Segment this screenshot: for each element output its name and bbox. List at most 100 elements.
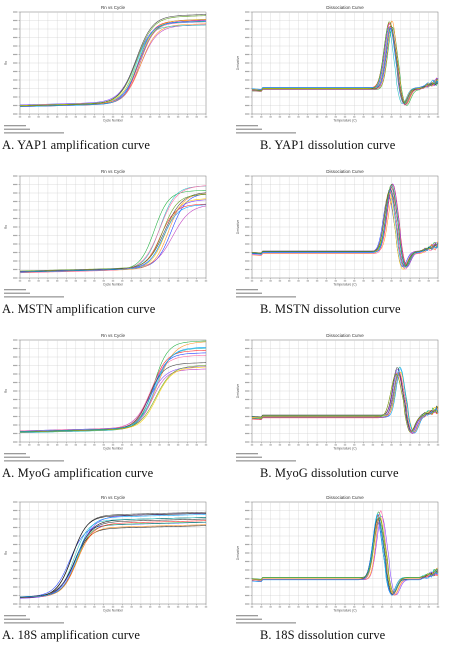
y-tick-label (13, 251, 18, 254)
plot-title: Dissociation Curve (326, 333, 364, 338)
amplification-plot: Rn vs Cycle Cycle Number Rn (4, 169, 208, 298)
y-tick-label (13, 390, 18, 392)
plot-title: Rn vs Cycle (101, 169, 126, 174)
x-tick-label (111, 116, 115, 118)
x-axis-label: Temperature (C) (333, 609, 356, 613)
y-tick-label (13, 45, 18, 47)
x-tick-label (83, 280, 87, 282)
x-tick-label (436, 116, 440, 118)
x-tick-label (18, 444, 22, 446)
x-tick-label (390, 444, 393, 446)
panel-yap1-amplification: Rn vs Cycle Cycle Number Rn A. YAP1 amplif… (2, 2, 217, 162)
plot-title: Dissociation Curve (326, 169, 364, 174)
x-tick-label (37, 280, 40, 282)
series-line (251, 517, 439, 593)
dissociation-plot: Dissociation Curve Temperature (C) Derivat… (236, 5, 440, 134)
y-tick-label (245, 11, 250, 13)
series-line (251, 366, 439, 432)
plot-title: Rn vs Cycle (101, 495, 126, 500)
y-tick-label (13, 243, 18, 245)
x-tick-label (362, 280, 365, 282)
x-tick-label (37, 444, 40, 446)
series-line (251, 184, 439, 268)
caption: A. MSTN amplification curve (2, 302, 156, 316)
x-tick-label (334, 280, 337, 282)
x-tick-label (269, 116, 272, 118)
info-text-line (236, 292, 262, 294)
x-tick-label (436, 606, 440, 608)
y-tick-label (13, 260, 18, 262)
series-line (19, 15, 207, 107)
x-tick-label (102, 444, 105, 446)
x-tick-label (167, 116, 170, 118)
y-tick-label (13, 268, 18, 271)
y-tick-label (13, 36, 18, 39)
x-tick-label (418, 280, 421, 282)
x-tick-label (325, 606, 328, 608)
x-tick-label (121, 116, 124, 118)
x-axis-label: Temperature (C) (333, 447, 356, 451)
info-text-line (4, 453, 26, 455)
y-tick-label (13, 234, 18, 237)
y-tick-label (13, 226, 18, 228)
x-tick-label (343, 280, 347, 282)
x-tick-label (250, 116, 254, 118)
y-tick-label (13, 526, 18, 529)
y-tick-label (13, 347, 18, 350)
y-tick-label (13, 594, 18, 597)
info-text-line (4, 460, 64, 462)
x-tick-label (176, 606, 180, 608)
y-axis-label: Rn (4, 225, 8, 229)
x-tick-label (418, 116, 421, 118)
x-tick-label (111, 606, 115, 608)
x-tick-label (436, 280, 440, 282)
info-text-line (236, 618, 262, 620)
series-line (19, 347, 207, 432)
y-tick-label (13, 19, 18, 22)
y-tick-label (245, 183, 250, 186)
x-tick-label (436, 444, 440, 446)
y-tick-label (245, 243, 250, 245)
x-tick-label (390, 280, 393, 282)
x-tick-label (288, 280, 291, 282)
dissociation-plot: Dissociation Curve Temperature (C) Derivat… (236, 169, 440, 298)
amplification-plot: Rn vs Cycle Cycle Number Rn (4, 333, 208, 462)
info-text-line (4, 289, 26, 291)
info-text-line (236, 622, 296, 624)
y-tick-label (245, 104, 250, 107)
x-tick-label (343, 606, 347, 608)
x-tick-label (195, 444, 198, 446)
series-line (19, 21, 207, 107)
y-tick-label (245, 192, 250, 194)
y-tick-label (245, 53, 250, 56)
x-tick-label (371, 280, 375, 282)
dissociation-plot: Dissociation Curve Temperature (C) Derivat… (236, 333, 440, 462)
y-tick-label (13, 70, 18, 73)
series-group (251, 20, 439, 106)
y-tick-label (13, 501, 18, 503)
y-tick-label (13, 603, 18, 605)
y-tick-label (245, 569, 250, 571)
x-tick-label (343, 116, 347, 118)
x-tick-label (269, 280, 272, 282)
x-tick-label (121, 444, 124, 446)
y-tick-label (245, 96, 250, 98)
panel-18s-dissociation: Dissociation Curve Temperature (C) Derivat… (234, 492, 449, 652)
x-tick-label (130, 116, 133, 118)
series-line (251, 516, 439, 595)
x-tick-label (46, 606, 50, 608)
x-tick-label (325, 444, 328, 446)
y-tick-label (13, 175, 18, 177)
y-tick-label (245, 209, 250, 211)
y-tick-label (245, 45, 250, 47)
y-tick-label (245, 175, 250, 177)
x-axis-label: Cycle Number (103, 609, 124, 613)
x-tick-label (167, 280, 170, 282)
y-tick-label (245, 251, 250, 254)
x-tick-label (195, 116, 198, 118)
x-tick-label (18, 280, 22, 282)
y-tick-label (13, 518, 18, 520)
series-line (19, 194, 207, 272)
dissociation-plot: Dissociation Curve Temperature (C) Derivat… (236, 495, 440, 624)
y-tick-label (245, 509, 250, 512)
